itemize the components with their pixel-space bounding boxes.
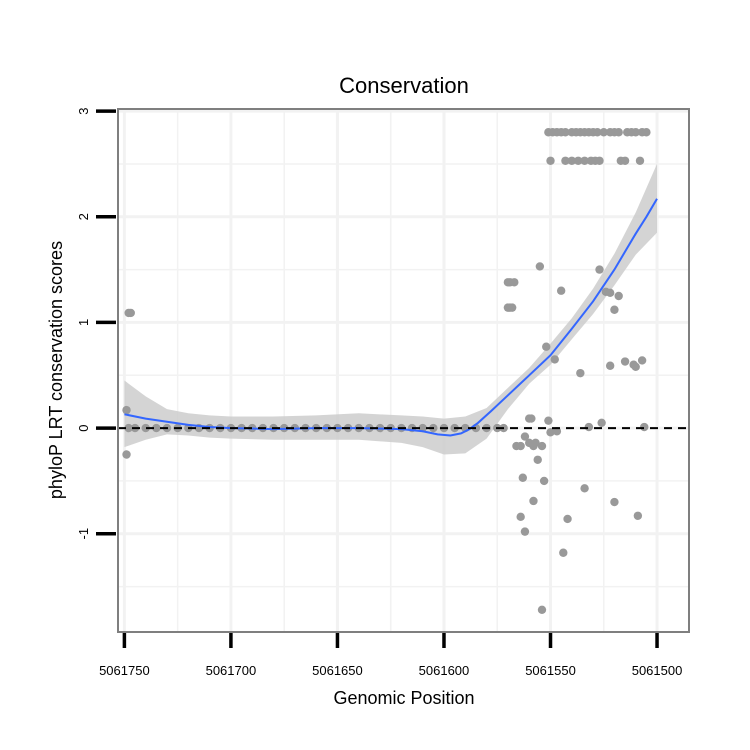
- data-point: [531, 438, 540, 448]
- x-tick-label: 5061700: [206, 663, 257, 678]
- data-point: [537, 441, 547, 451]
- plot-panel: [117, 108, 690, 633]
- data-point: [535, 262, 545, 271]
- data-point: [529, 496, 538, 506]
- y-tick-label: 2: [76, 213, 91, 220]
- loess-line: [124, 198, 658, 437]
- data-point: [614, 128, 623, 137]
- data-point: [631, 128, 640, 137]
- data-point: [546, 156, 555, 165]
- data-point: [559, 548, 568, 557]
- x-tick-label: 5061600: [419, 663, 470, 678]
- x-axis-label: Genomic Position: [333, 688, 474, 708]
- x-tick-label: 5061550: [525, 663, 576, 678]
- data-point: [633, 511, 643, 520]
- data-point: [605, 288, 615, 298]
- data-point: [640, 422, 649, 432]
- x-tick-label: 5061500: [632, 663, 683, 678]
- data-point: [542, 342, 551, 351]
- data-point: [563, 514, 572, 524]
- data-point: [593, 128, 602, 137]
- data-point: [595, 156, 604, 165]
- data-point: [141, 423, 150, 433]
- y-axis-label: phyloP LRT conservation scores: [46, 241, 66, 499]
- data-point: [539, 476, 549, 486]
- data-point: [520, 432, 530, 441]
- data-point: [122, 450, 131, 459]
- data-point: [637, 356, 647, 365]
- data-point: [614, 291, 623, 301]
- data-point: [620, 357, 630, 366]
- data-point: [576, 368, 585, 378]
- data-point: [537, 605, 547, 615]
- data-point: [527, 414, 536, 423]
- chart-title: Conservation: [339, 73, 469, 98]
- data-point: [152, 423, 161, 433]
- data-point: [556, 286, 566, 295]
- x-tick-label: 5061650: [312, 663, 363, 678]
- data-point: [507, 303, 517, 312]
- x-tick-label: 5061750: [99, 663, 150, 678]
- data-point: [516, 441, 525, 451]
- y-tick-label: 1: [76, 319, 91, 326]
- data-point: [620, 156, 630, 165]
- data-point: [605, 361, 615, 370]
- data-point: [552, 427, 562, 436]
- confidence-band: [124, 163, 657, 455]
- data-point: [574, 156, 583, 165]
- y-tick-label: -1: [76, 528, 91, 540]
- data-point: [610, 497, 619, 507]
- data-point: [520, 527, 530, 536]
- data-point: [631, 362, 640, 372]
- data-point: [584, 422, 594, 432]
- data-point: [510, 278, 519, 287]
- data-point: [124, 423, 133, 433]
- data-point: [546, 428, 555, 437]
- data-point: [122, 405, 131, 415]
- data-point: [597, 418, 606, 427]
- data-point: [642, 128, 651, 137]
- data-point: [550, 355, 559, 364]
- data-point: [610, 305, 619, 314]
- data-point: [516, 512, 525, 522]
- data-point: [580, 156, 589, 165]
- data-point: [567, 156, 577, 165]
- data-point: [595, 265, 604, 274]
- data-point: [126, 308, 135, 318]
- data-point: [599, 128, 608, 137]
- data-point: [580, 484, 589, 493]
- y-tick-label: 0: [76, 424, 91, 431]
- data-point: [561, 128, 570, 137]
- panel-border: [117, 108, 690, 633]
- data-point: [544, 416, 553, 425]
- data-point: [561, 156, 570, 165]
- data-point: [635, 156, 645, 165]
- y-tick-label: 3: [76, 107, 91, 114]
- data-point: [533, 455, 542, 464]
- data-point: [518, 473, 528, 482]
